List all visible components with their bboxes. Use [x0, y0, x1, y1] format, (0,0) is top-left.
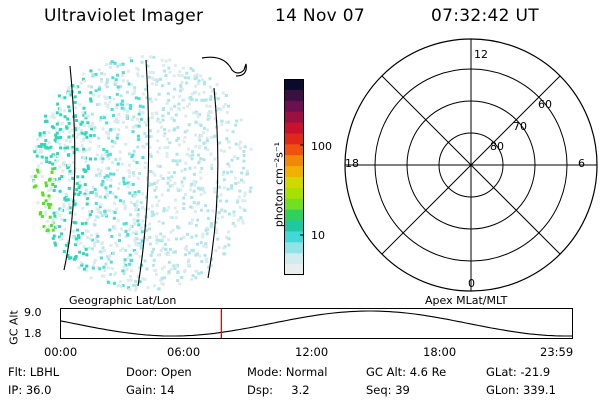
colorbar-band — [284, 89, 304, 102]
colorbar-band — [284, 79, 304, 91]
coastline — [201, 56, 247, 77]
altitude-timeline — [60, 308, 573, 339]
color-bar — [284, 79, 304, 276]
polar-plot — [344, 38, 598, 292]
mlt-label-12: 12 — [474, 48, 488, 61]
time-tick-2359: 23:59 — [540, 345, 574, 359]
alt-tick-9: 9.0 — [24, 306, 42, 319]
status-glat: GLat: -21.9 — [486, 365, 551, 379]
time-tick-0000: 00:00 — [44, 345, 78, 359]
colorbar-band — [284, 177, 304, 189]
colorbar-band — [284, 264, 304, 276]
colorbar-band — [284, 133, 304, 145]
colorbar-band — [284, 155, 304, 167]
longitude-line — [63, 65, 76, 271]
alt-tick-1-8: 1.8 — [24, 327, 42, 340]
mlat-label-60: 60 — [538, 98, 552, 111]
status-glon: GLon: 339.1 — [486, 383, 556, 397]
mlat-label-80: 80 — [490, 140, 504, 153]
colorbar-band — [284, 242, 304, 254]
status-door: Door: Open — [126, 365, 192, 379]
colorbar-band — [284, 231, 304, 243]
status-mode: Mode: Normal — [247, 365, 328, 379]
altitude-curve — [60, 310, 573, 337]
geo-projection-label: Geographic Lat/Lon — [69, 294, 177, 307]
time-tick-0600: 06:00 — [167, 345, 201, 359]
colorbar-band — [284, 100, 304, 113]
colorbar-band — [284, 198, 304, 211]
colorbar-band — [284, 187, 304, 200]
time-tick-1800: 18:00 — [423, 345, 457, 359]
longitude-line — [207, 87, 219, 279]
colorbar-tick-10: 10 — [311, 229, 325, 242]
mlt-label-18: 18 — [345, 157, 359, 170]
altitude-axis-label: GC Alt — [7, 310, 21, 345]
status-ip: IP: 36.0 — [8, 383, 52, 397]
colorbar-band — [284, 209, 304, 222]
mlt-label-6: 6 — [578, 157, 585, 170]
colorbar-band — [284, 144, 304, 156]
longitude-line — [137, 59, 150, 287]
polar-projection-label: Apex MLat/MLT — [425, 294, 508, 307]
mlt-label-0: 0 — [468, 277, 475, 290]
colorbar-band — [284, 166, 304, 178]
status-gc-alt: GC Alt: 4.6 Re — [366, 365, 447, 379]
instrument-title: Ultraviolet Imager — [44, 6, 204, 26]
colorbar-unit-label: photon cm⁻²s⁻¹ — [272, 141, 286, 228]
geographic-image — [30, 55, 253, 292]
time-label: 07:32:42 UT — [431, 6, 539, 26]
date-label: 14 Nov 07 — [275, 6, 365, 26]
status-filter: Flt: LBHL — [8, 365, 60, 379]
colorbar-band — [284, 111, 304, 124]
colorbar-tick-100: 100 — [311, 140, 332, 153]
status-dsp: Dsp: 3.2 — [247, 383, 310, 397]
colorbar-band — [284, 220, 304, 232]
status-gain: Gain: 14 — [126, 383, 175, 397]
colorbar-band — [284, 122, 304, 134]
auroral-emission-pixels — [30, 55, 253, 292]
colorbar-band — [284, 253, 304, 265]
mlat-label-70: 70 — [513, 120, 527, 133]
time-tick-1200: 12:00 — [295, 345, 329, 359]
status-seq: Seq: 39 — [366, 383, 410, 397]
